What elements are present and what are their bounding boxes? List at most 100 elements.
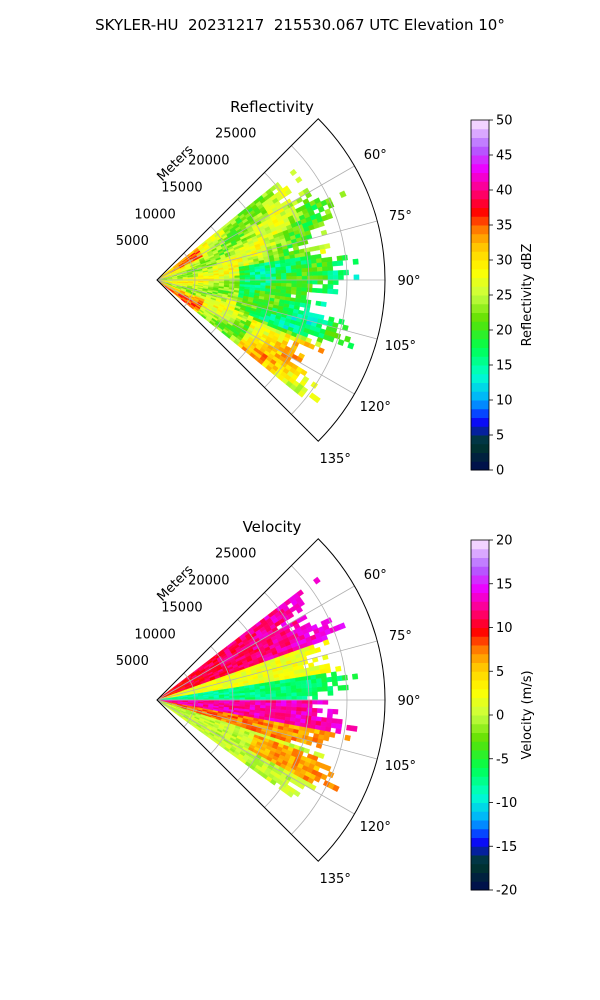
radar-gate xyxy=(332,275,339,281)
radar-gate xyxy=(306,707,313,713)
radar-gate xyxy=(301,279,308,285)
colorbar-segment xyxy=(471,776,489,786)
colorbar-tick-label: 50 xyxy=(496,114,513,129)
radar-gate xyxy=(255,697,261,701)
colorbar-segment xyxy=(471,863,489,873)
radar-gate xyxy=(353,274,360,281)
radar-gate xyxy=(299,302,306,308)
radar-gate xyxy=(280,689,287,694)
radar-gate xyxy=(291,276,298,281)
radar-gate xyxy=(281,699,287,704)
radar-gate xyxy=(308,343,316,350)
radar-gate xyxy=(332,784,340,793)
radar-gate xyxy=(301,275,308,281)
radar-gate xyxy=(326,713,333,719)
radar-gate xyxy=(301,287,308,293)
radar-gate xyxy=(297,390,306,398)
radar-gate xyxy=(306,267,313,273)
radar-gate xyxy=(260,282,266,286)
radar-gate xyxy=(306,271,313,277)
radar-gate xyxy=(324,667,332,674)
radar-gate xyxy=(326,212,334,220)
colorbar-segment xyxy=(471,295,489,305)
radar-gate xyxy=(314,646,322,654)
radar-gate xyxy=(336,255,343,262)
colorbar-segment xyxy=(471,128,489,138)
radar-gate xyxy=(316,686,323,692)
radar-gate xyxy=(331,718,338,724)
colorbar-segment xyxy=(471,321,489,331)
colorbar-tick-label: 20 xyxy=(496,324,513,339)
radar-gate xyxy=(337,685,344,691)
radar-gate xyxy=(307,275,313,281)
radar-gate xyxy=(291,279,298,284)
colorbar-segment xyxy=(471,653,489,663)
radar-gate xyxy=(291,272,298,277)
radar-gate xyxy=(327,708,334,715)
radar-gate xyxy=(249,694,256,698)
radar-gate xyxy=(305,679,312,685)
radar-gate xyxy=(332,279,339,285)
colorbar-tick-label: -10 xyxy=(496,796,517,811)
colorbar-segment xyxy=(471,767,489,777)
colorbar-segment xyxy=(471,277,489,287)
colorbar-segment xyxy=(471,312,489,322)
radar-gate xyxy=(255,699,261,703)
radar-gate xyxy=(335,665,342,672)
colorbar-segment xyxy=(471,618,489,628)
radar-gate xyxy=(229,695,235,699)
colorbar-segment xyxy=(471,583,489,593)
radar-gate xyxy=(344,734,351,742)
radar-gate xyxy=(321,677,328,683)
colorbar-segment xyxy=(471,662,489,672)
colorbar-segment xyxy=(471,636,489,646)
radar-gate xyxy=(286,283,292,288)
azimuth-tick-label: 135° xyxy=(320,872,351,887)
radar-gate xyxy=(336,718,343,725)
colorbar-segment xyxy=(471,802,489,812)
radar-gate xyxy=(280,703,287,707)
radar-gate xyxy=(255,274,261,278)
radar-gate xyxy=(291,688,297,694)
colorbar-segment xyxy=(471,251,489,261)
colorbar-segment xyxy=(471,881,489,891)
colorbar-segment xyxy=(471,303,489,313)
radar-gate xyxy=(275,690,282,694)
radar-gate xyxy=(244,694,251,698)
radar-gate xyxy=(301,703,308,709)
radar-gate xyxy=(270,270,277,275)
radar-gate xyxy=(326,676,333,683)
radar-gate xyxy=(320,301,327,307)
panel-title: Velocity xyxy=(243,518,302,536)
colorbar-segment xyxy=(471,715,489,725)
radar-gate xyxy=(337,338,345,346)
radar-gate xyxy=(321,261,328,268)
radar-gate xyxy=(303,747,311,754)
radar-gate xyxy=(331,260,339,267)
radar-gate xyxy=(289,168,298,177)
colorbar-segment xyxy=(471,347,489,357)
radar-gate xyxy=(290,290,297,295)
radar-gate xyxy=(306,263,313,269)
radar-gate xyxy=(295,264,302,270)
radar-gate xyxy=(311,287,318,293)
colorbar-segment xyxy=(471,688,489,698)
radar-gate xyxy=(332,709,339,715)
radar-gate xyxy=(301,687,308,693)
colorbar-tick-label: -20 xyxy=(496,884,517,899)
colorbar-segment xyxy=(471,242,489,252)
colorbar-segment xyxy=(471,400,489,410)
radar-gate xyxy=(275,273,282,278)
radar-gate xyxy=(301,264,308,269)
colorbar-segment xyxy=(471,706,489,716)
radar-gate xyxy=(291,286,297,292)
radar-gate xyxy=(319,248,327,255)
colorbar-segment xyxy=(471,732,489,742)
azimuth-gridline xyxy=(156,279,355,395)
radar-gate xyxy=(324,243,331,250)
radar-gate xyxy=(347,342,355,350)
radar-gate xyxy=(312,699,318,705)
radar-gate xyxy=(316,258,323,264)
